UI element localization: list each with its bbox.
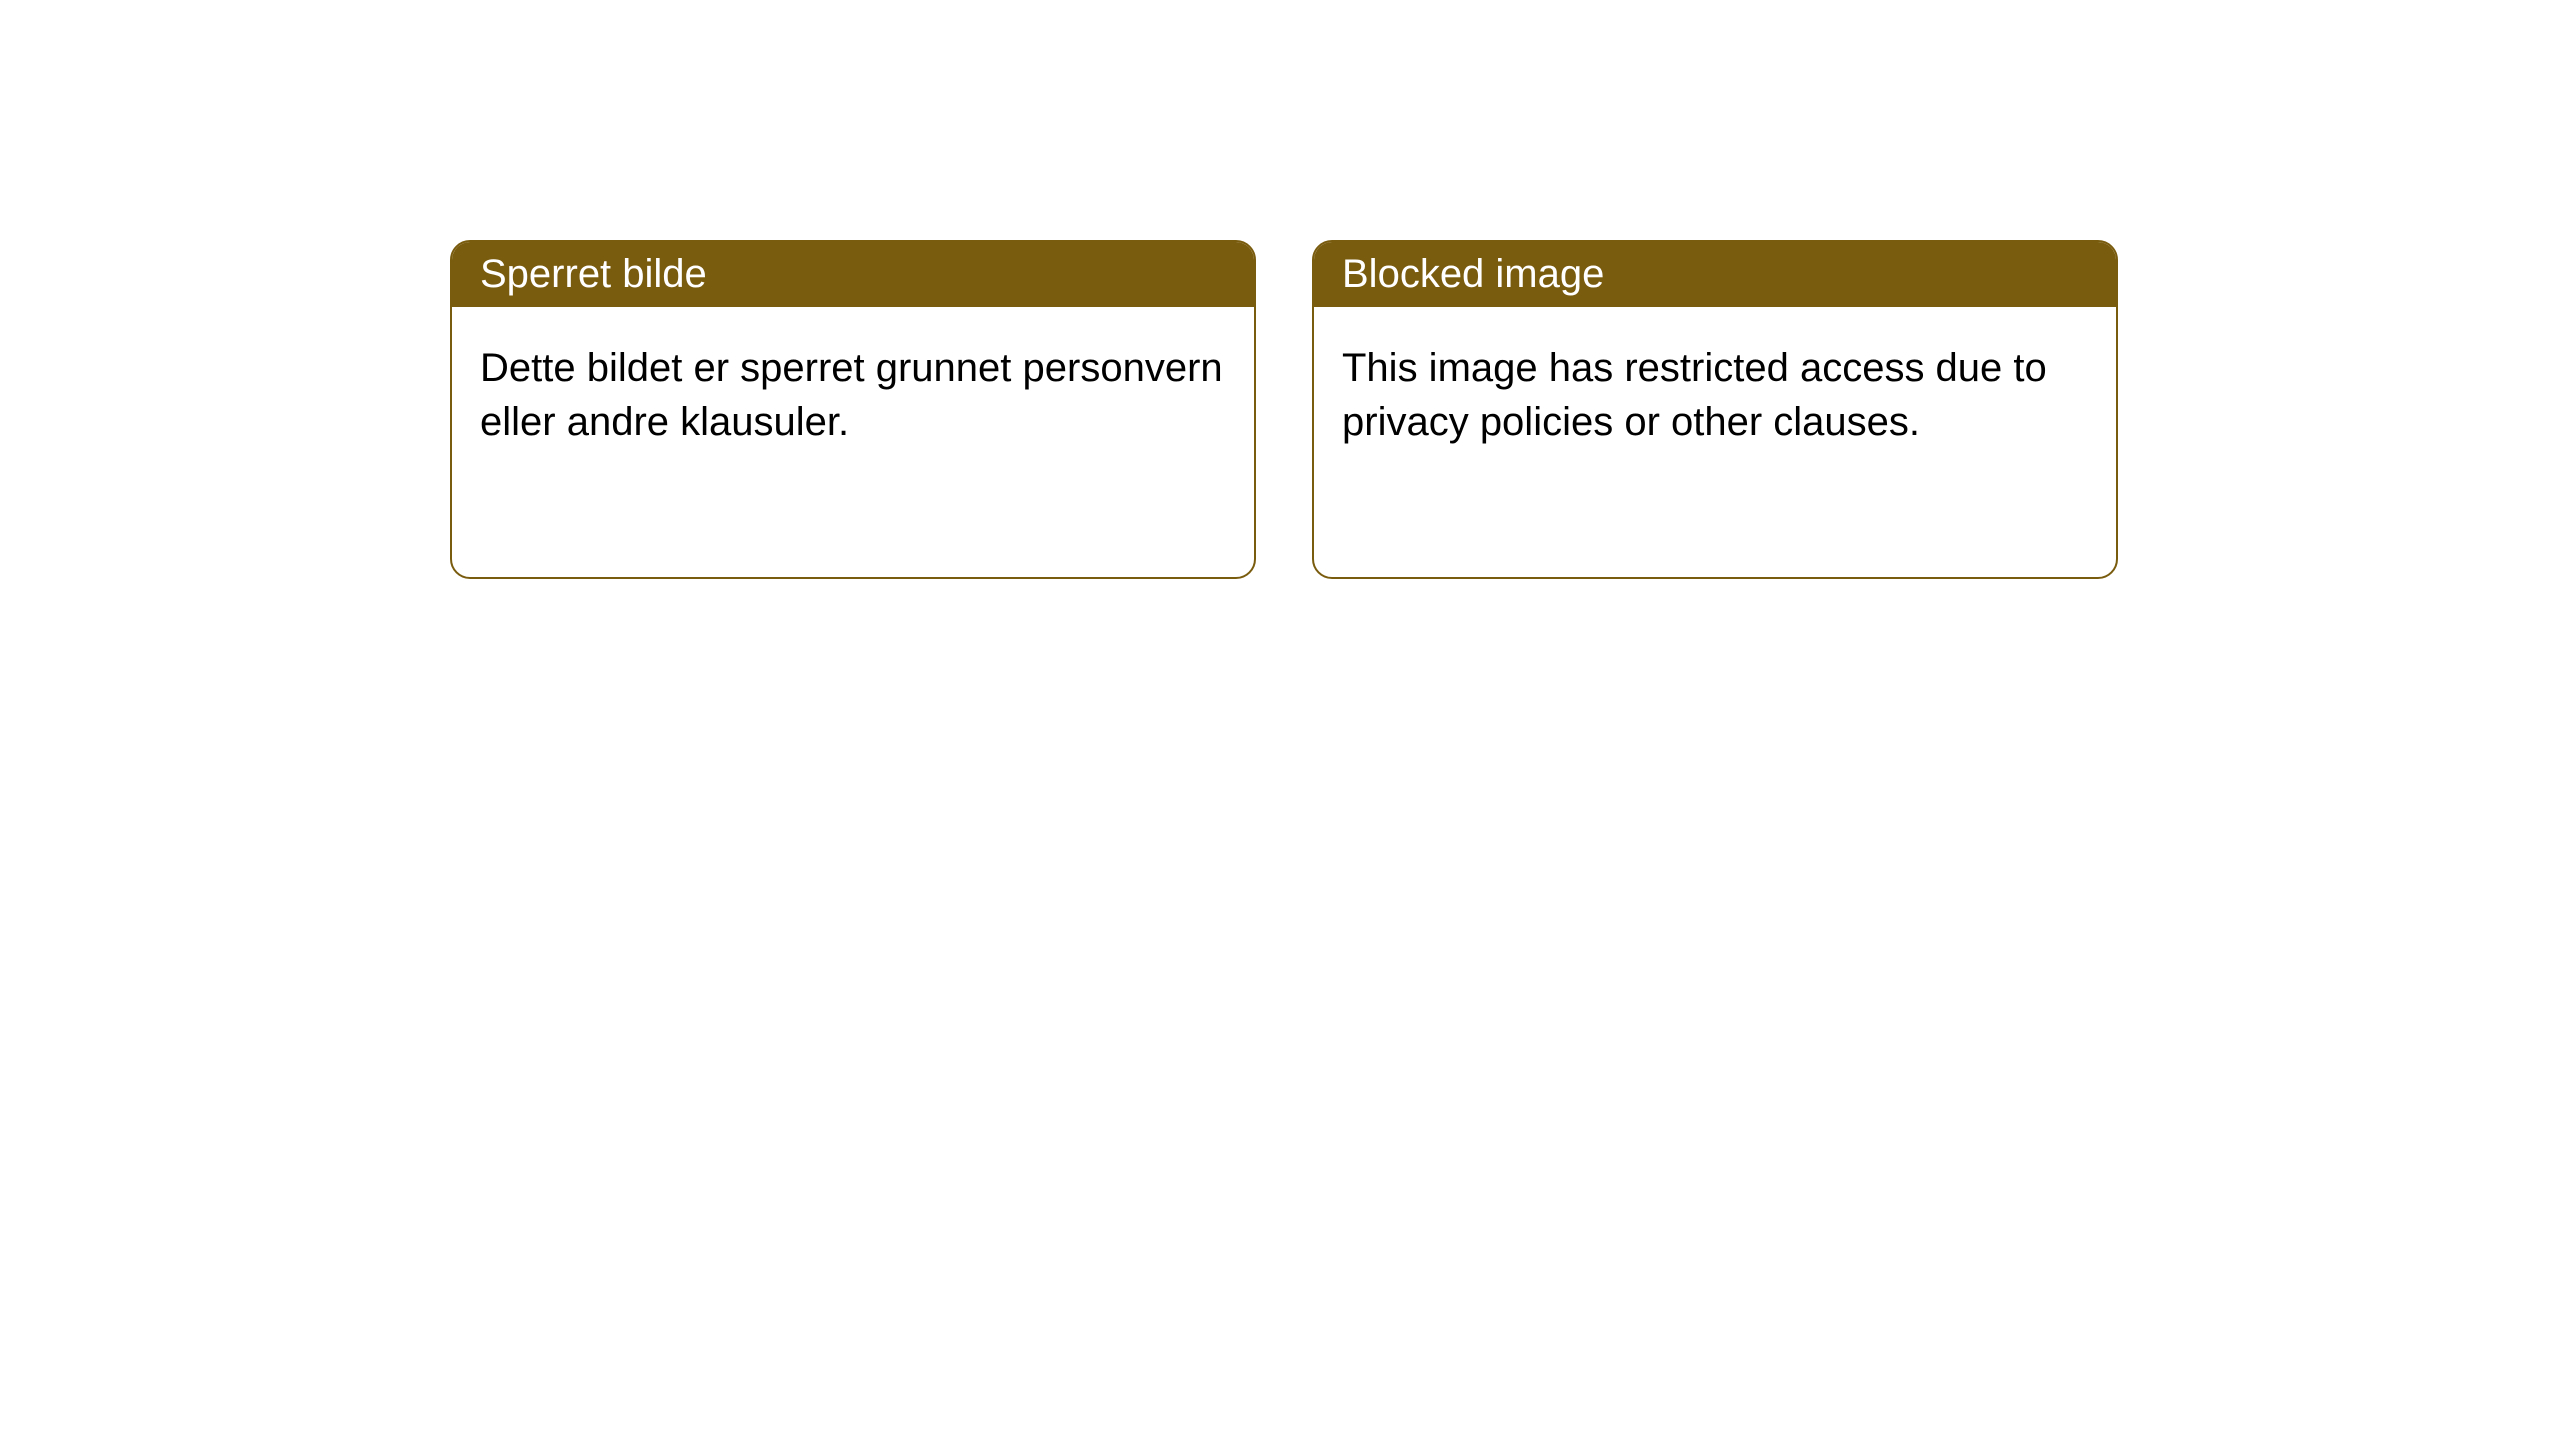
notice-card-norwegian: Sperret bilde Dette bildet er sperret gr… [450, 240, 1256, 579]
card-title: Blocked image [1342, 252, 1604, 296]
notice-container: Sperret bilde Dette bildet er sperret gr… [0, 0, 2560, 579]
card-header: Blocked image [1314, 242, 2116, 307]
card-body: Dette bildet er sperret grunnet personve… [452, 307, 1254, 577]
notice-card-english: Blocked image This image has restricted … [1312, 240, 2118, 579]
card-body-text: This image has restricted access due to … [1342, 346, 2047, 444]
card-title: Sperret bilde [480, 252, 707, 296]
card-header: Sperret bilde [452, 242, 1254, 307]
card-body-text: Dette bildet er sperret grunnet personve… [480, 346, 1223, 444]
card-body: This image has restricted access due to … [1314, 307, 2116, 577]
